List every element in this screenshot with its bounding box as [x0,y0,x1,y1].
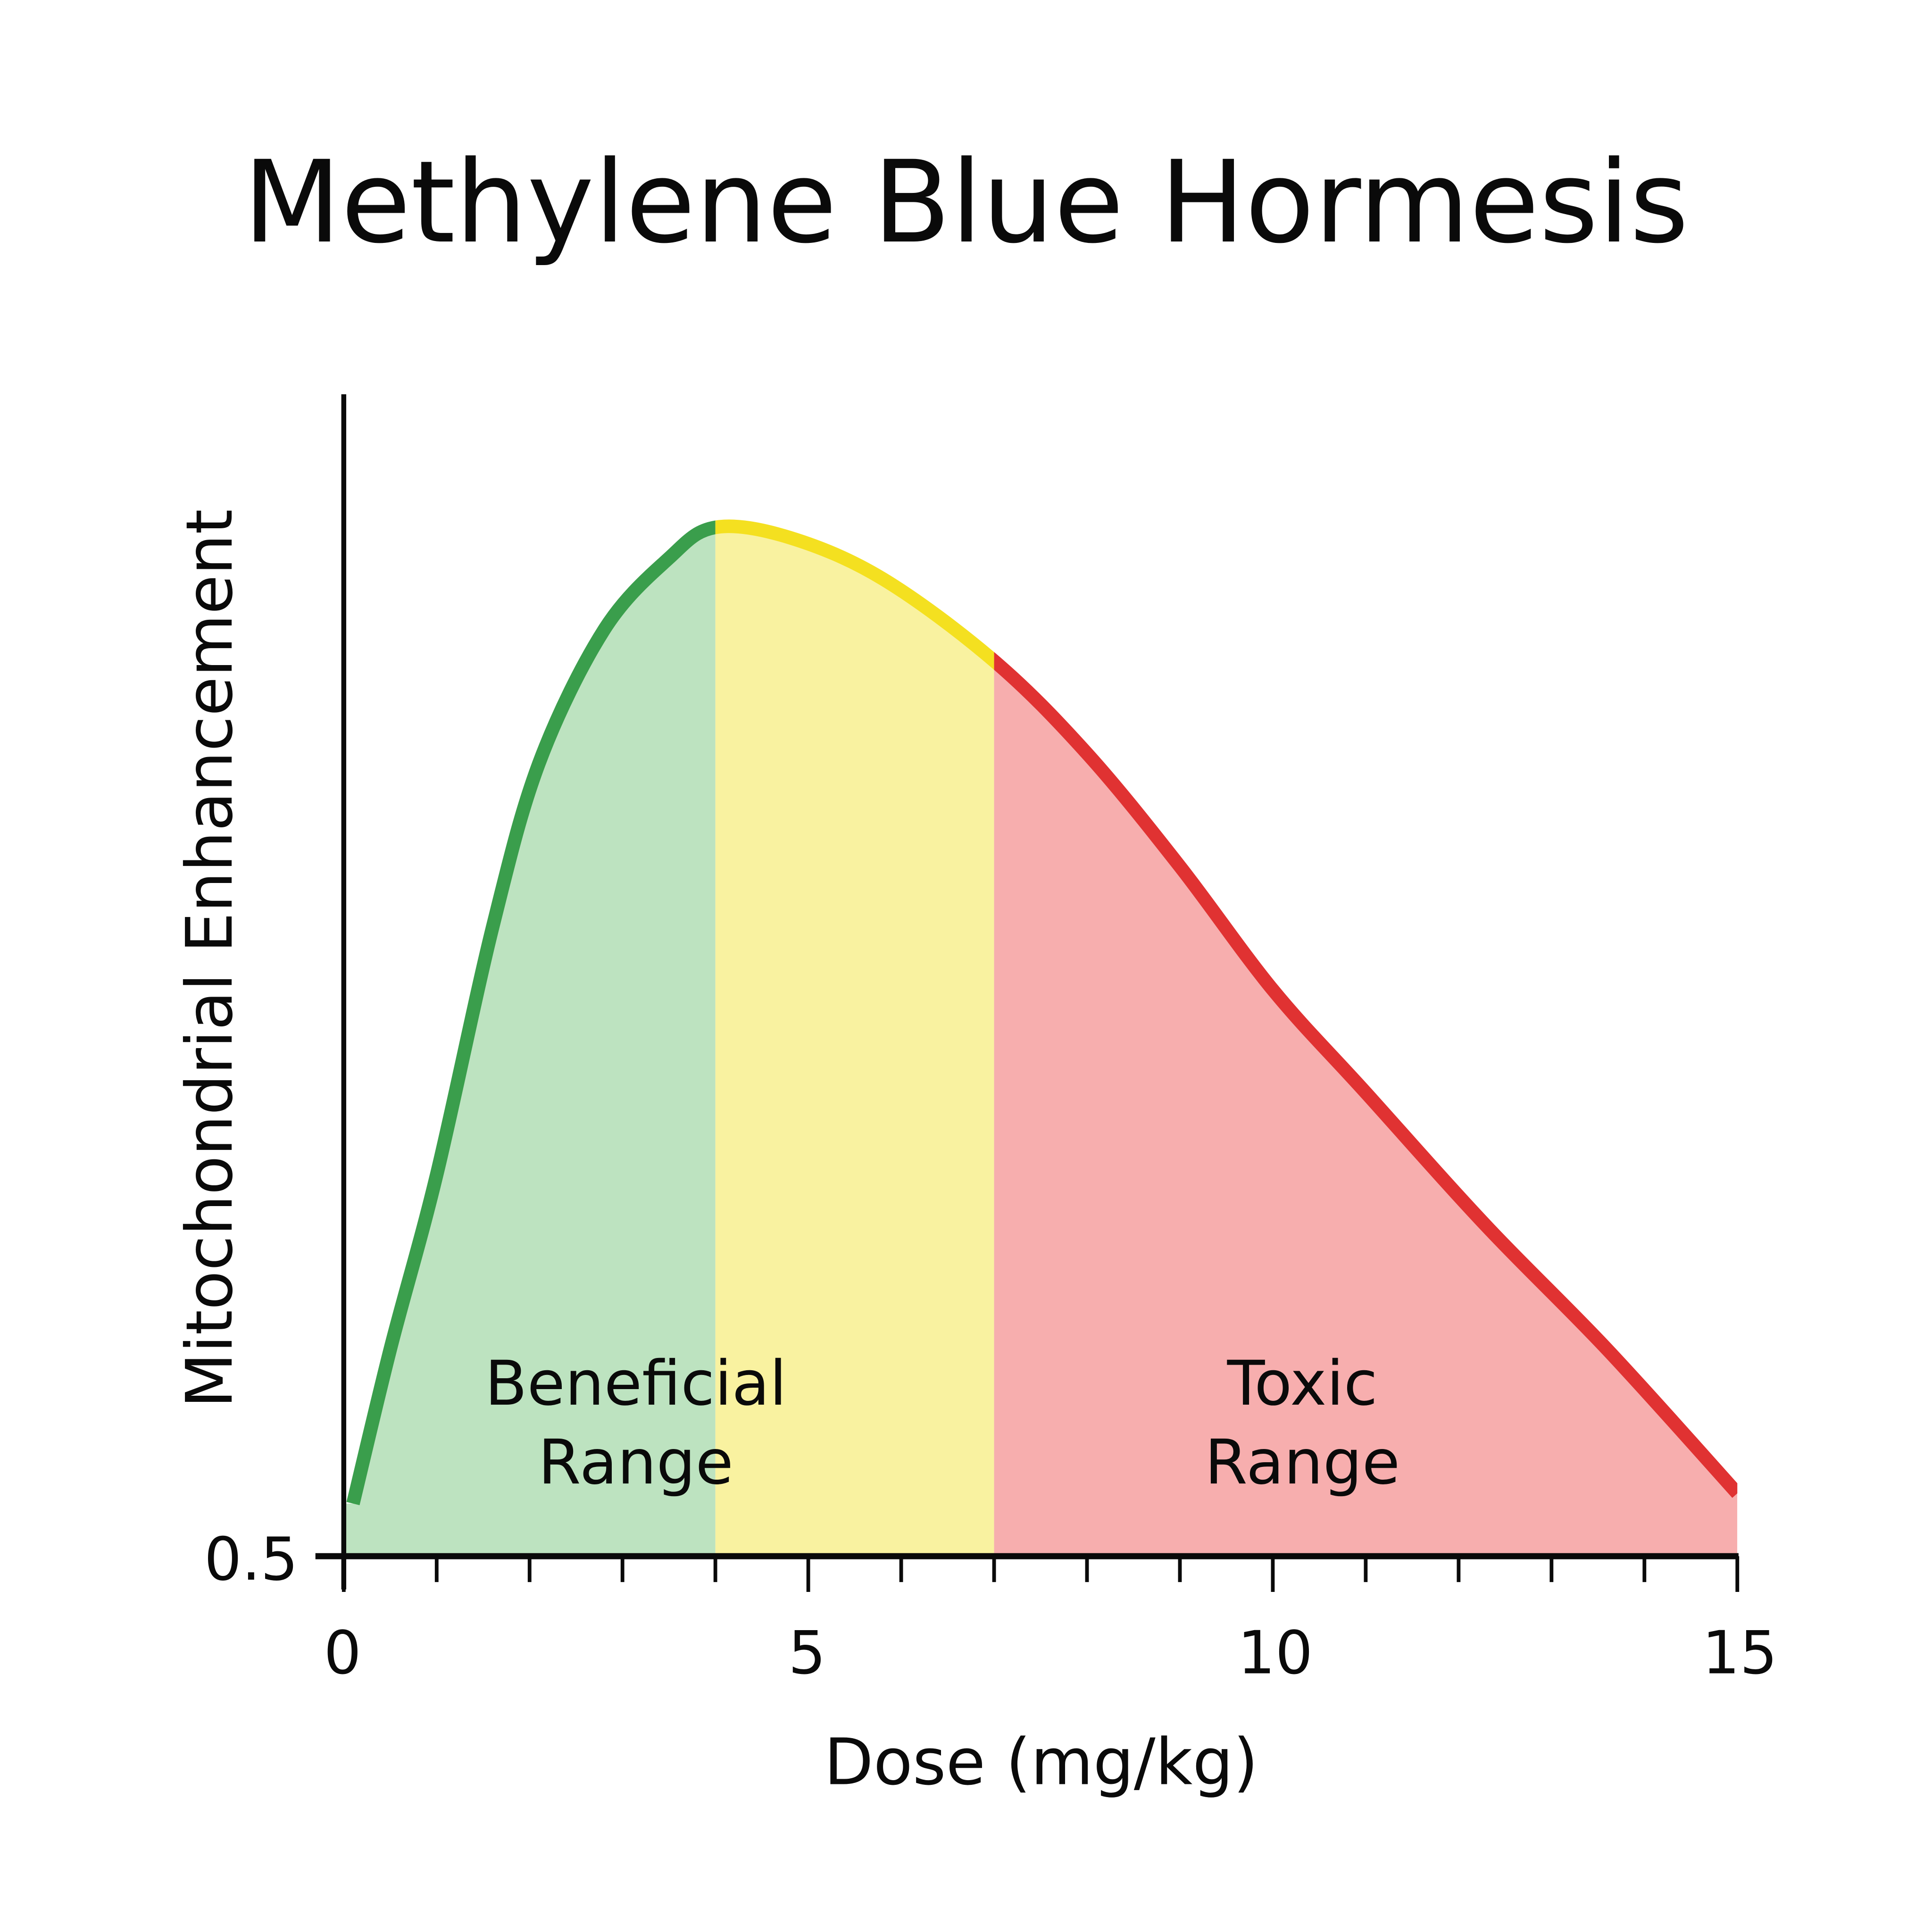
y-tick-label: 0.5 [204,1525,298,1594]
dose-response-curve [346,519,1738,1506]
x-tick-label-5: 5 [788,1618,826,1687]
beneficial-label-line1: Beneficial [485,1348,787,1419]
transition-region-fill [715,526,994,1555]
y-axis-label: Mitochondrial Enhancement [173,509,247,1408]
toxic-label-line2: Range [1205,1426,1400,1498]
transition-curve-segment [715,519,994,670]
x-tick-label-0: 0 [324,1618,361,1687]
toxic-label-line1: Toxic [1227,1348,1378,1419]
axes [315,394,1740,1592]
x-tick-label-10: 10 [1238,1618,1313,1687]
x-tick-label-15: 15 [1702,1618,1778,1687]
x-axis-label: Dose (mg/kg) [824,1725,1258,1800]
chart-title: Methylene Blue Hormesis [243,136,1689,268]
beneficial-label-line2: Range [538,1426,733,1498]
x-axis-ticks [341,1556,1740,1592]
beneficial-curve-segment [346,520,716,1506]
toxic-curve-segment [994,652,1738,1498]
